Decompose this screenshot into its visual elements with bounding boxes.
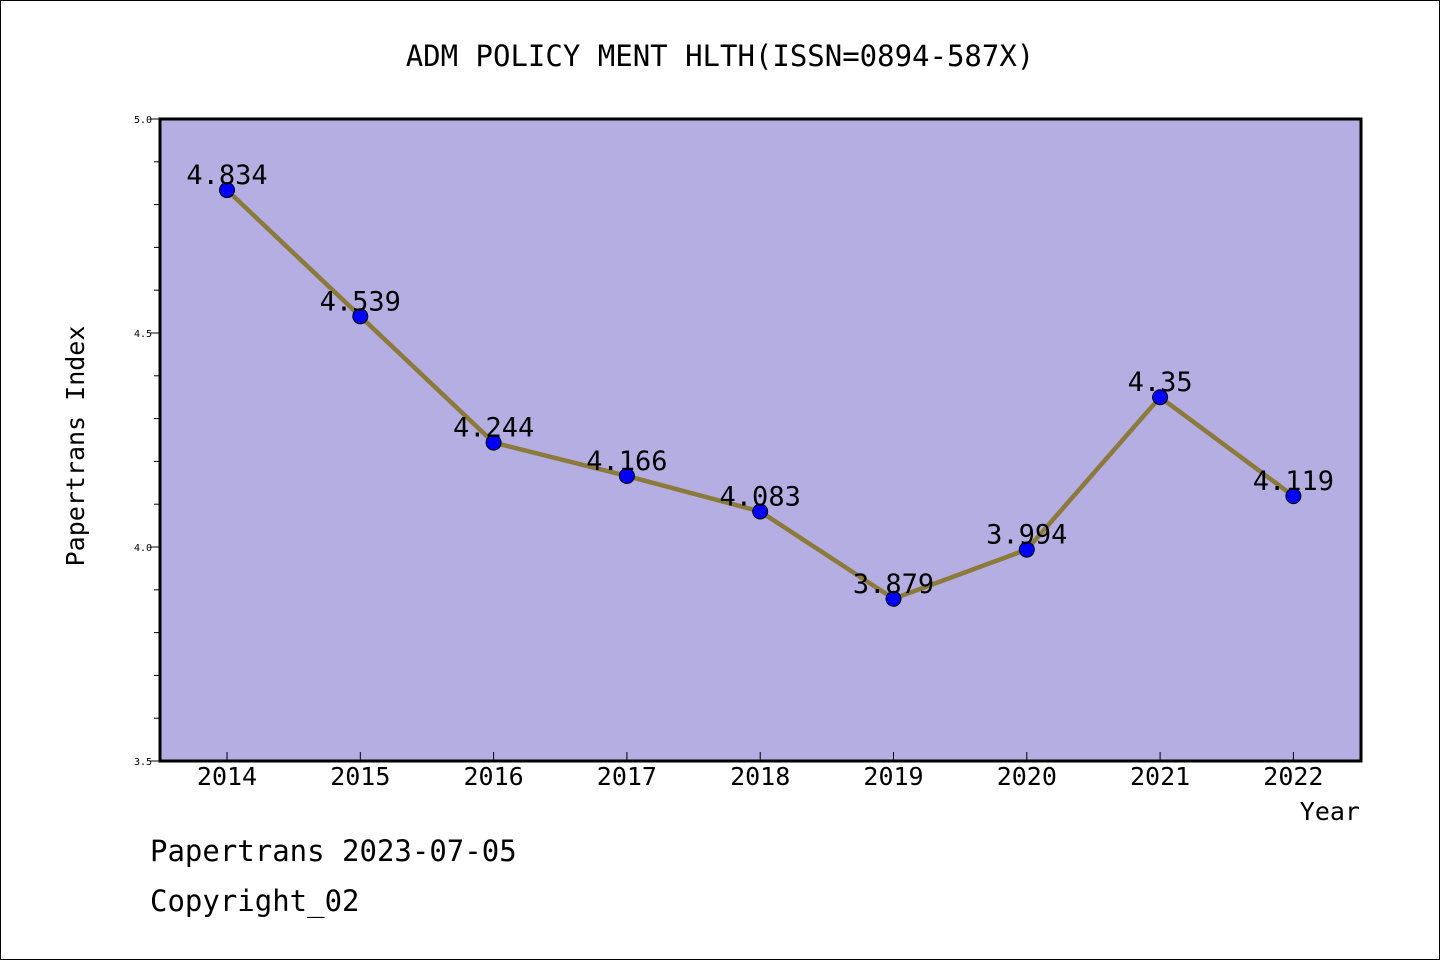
footer-date-text: Papertrans 2023-07-05 <box>150 834 517 868</box>
x-tick-label: 2017 <box>597 762 657 791</box>
x-axis-label: Year <box>1300 797 1360 826</box>
data-point <box>1285 488 1302 505</box>
x-tick-label: 2015 <box>330 762 390 791</box>
y-axis: 3.5 4.0 4.5 5.0 <box>134 115 160 768</box>
series-markers <box>219 182 1302 607</box>
plot-area <box>158 117 1363 763</box>
data-label: 3.994 <box>986 520 1067 551</box>
y-tick-label: 5.0 <box>134 115 152 126</box>
data-point <box>885 590 902 607</box>
x-tick-label: 2018 <box>730 762 790 791</box>
y-axis-label: Papertrans Index <box>61 326 90 567</box>
x-tick-label: 2019 <box>863 762 923 791</box>
data-point <box>1152 389 1169 406</box>
y-tick-label: 3.5 <box>134 757 152 768</box>
x-tick-label: 2022 <box>1263 762 1323 791</box>
y-tick-label: 4.5 <box>134 329 152 340</box>
data-point <box>1018 541 1035 558</box>
footer-copyright: Copyright_02 <box>150 884 360 918</box>
data-label: 4.834 <box>186 160 267 191</box>
data-label: 4.35 <box>1128 367 1193 398</box>
x-tick-label: 2014 <box>197 762 257 791</box>
data-label: 4.119 <box>1253 466 1334 497</box>
data-label: 3.879 <box>853 569 934 600</box>
data-point <box>219 182 235 199</box>
data-point <box>752 503 769 520</box>
data-labels: 4.834 4.539 4.244 4.166 4.083 3.879 3.994 4.35 4… <box>186 160 1334 600</box>
x-axis: 2014 2015 2016 2017 2018 2019 2020 2021 2022 <box>197 752 1324 791</box>
data-label: 4.244 <box>453 413 534 444</box>
y-tick-label: 4.0 <box>134 543 152 554</box>
data-label: 4.166 <box>586 446 667 477</box>
x-tick-label: 2016 <box>463 762 523 791</box>
x-tick-label: 2020 <box>997 762 1057 791</box>
data-label: 4.539 <box>320 286 401 317</box>
data-label: 4.083 <box>720 481 801 512</box>
data-point <box>618 467 635 484</box>
data-point <box>485 434 502 451</box>
data-point <box>352 308 369 325</box>
x-tick-label: 2021 <box>1130 762 1190 791</box>
chart-title: ADM POLICY MENT HLTH(ISSN=0894-587X) <box>406 39 1035 73</box>
